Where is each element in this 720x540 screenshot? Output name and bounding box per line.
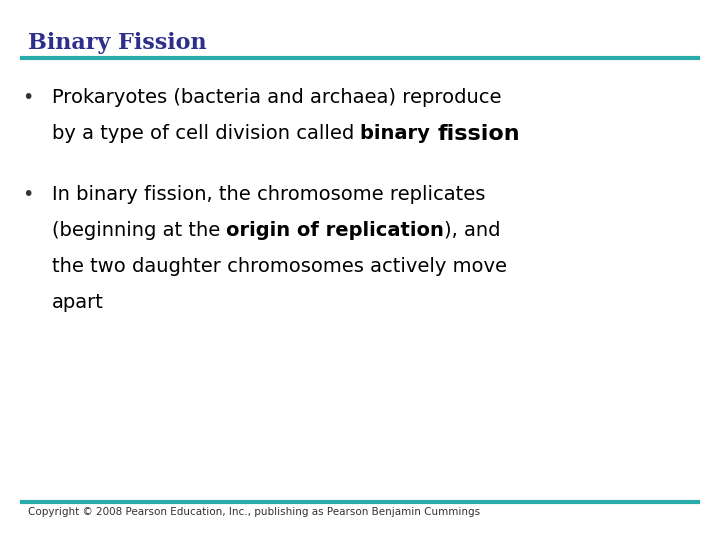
Text: binary: binary [361,124,437,143]
Text: fission: fission [437,124,520,144]
Text: •: • [22,88,33,107]
Text: Copyright © 2008 Pearson Education, Inc., publishing as Pearson Benjamin Cumming: Copyright © 2008 Pearson Education, Inc.… [28,507,480,517]
Text: Binary Fission: Binary Fission [28,32,207,54]
Text: Prokaryotes (bacteria and archaea) reproduce: Prokaryotes (bacteria and archaea) repro… [52,88,502,107]
Text: ), and: ), and [444,221,501,240]
Text: apart: apart [52,293,104,312]
Text: origin of replication: origin of replication [227,221,444,240]
Text: by a type of cell division called: by a type of cell division called [52,124,361,143]
Text: In binary fission, the chromosome replicates: In binary fission, the chromosome replic… [52,185,485,204]
Text: (beginning at the: (beginning at the [52,221,227,240]
Text: the two daughter chromosomes actively move: the two daughter chromosomes actively mo… [52,257,507,276]
Text: •: • [22,185,33,204]
